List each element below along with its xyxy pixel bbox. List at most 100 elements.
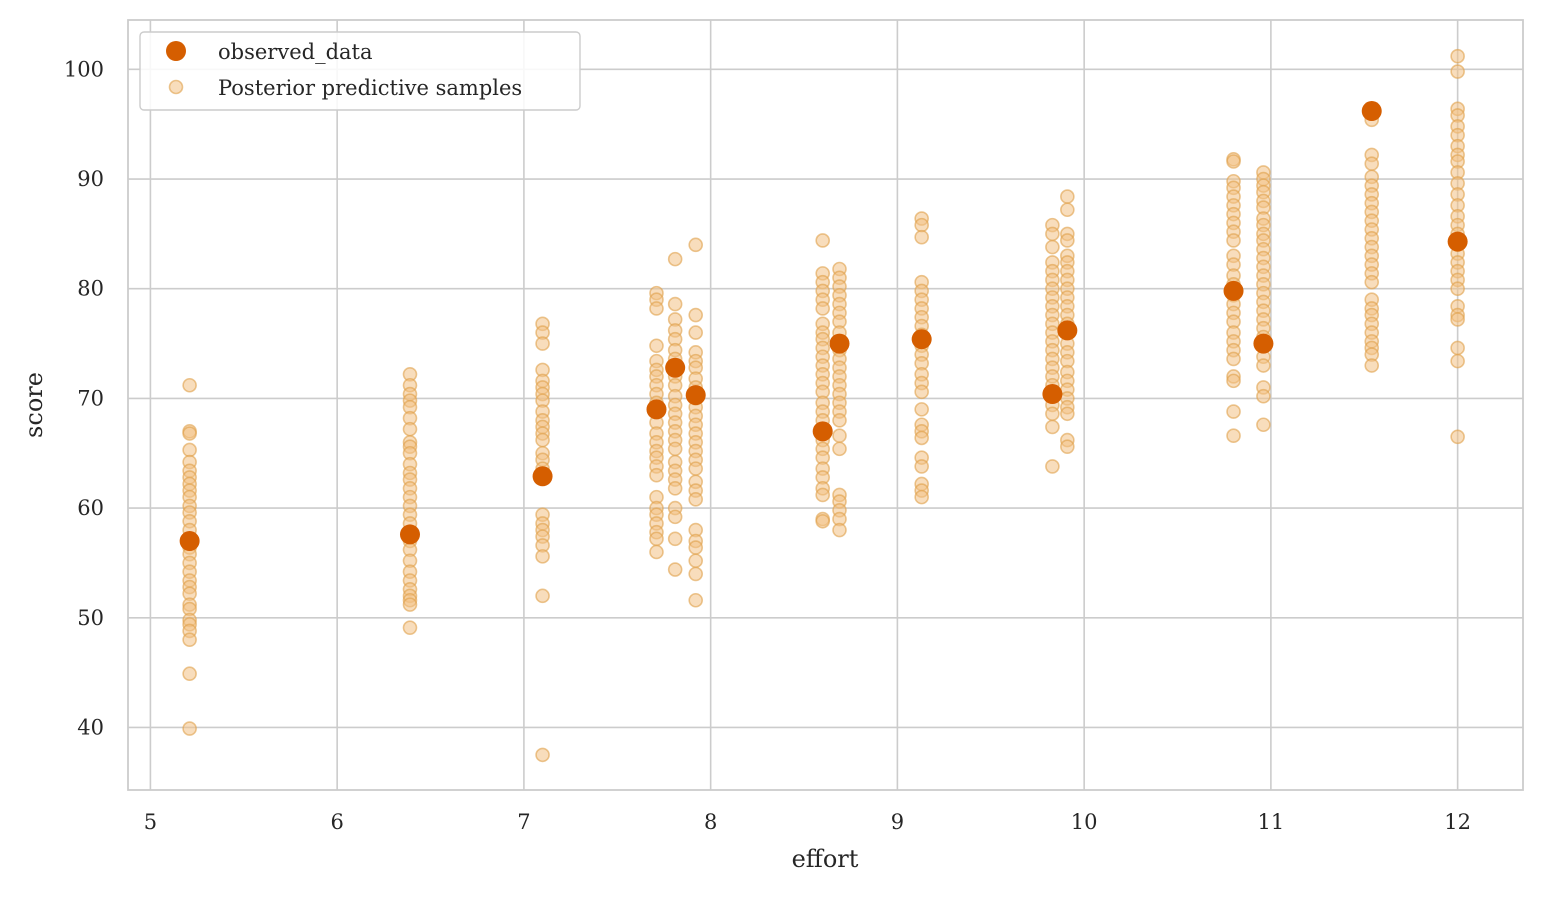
y-tick-label: 70 [77, 386, 104, 410]
observed-point [532, 466, 553, 487]
posterior-predictive-point [1450, 340, 1465, 356]
posterior-predictive-point [688, 553, 704, 569]
x-tick-label: 12 [1444, 810, 1471, 834]
posterior-predictive-point [649, 467, 664, 483]
observed-point [646, 399, 667, 420]
posterior-predictive-point [535, 588, 550, 604]
posterior-predictive-point [649, 301, 664, 316]
posterior-predictive-point [1045, 419, 1060, 435]
posterior-predictive-point [1364, 156, 1380, 171]
posterior-predictive-point [1060, 189, 1075, 204]
x-tick-label: 7 [517, 810, 530, 834]
x-tick-label: 5 [144, 810, 157, 834]
posterior-predictive-point [688, 592, 704, 608]
observed-point [1447, 231, 1468, 252]
posterior-predictive-point [667, 531, 683, 547]
plot-frame [127, 19, 1524, 791]
posterior-predictive-point [914, 402, 929, 417]
posterior-predictive-point [667, 481, 683, 496]
posterior-predictive-point [688, 461, 704, 476]
posterior-predictive-point [1060, 233, 1075, 248]
posterior-predictive-point [1226, 373, 1241, 389]
observed-point [179, 531, 200, 552]
observed-point [829, 333, 850, 354]
y-tick-label: 50 [77, 606, 104, 630]
posterior-predictive-point [832, 441, 847, 457]
posterior-predictive-point [535, 336, 550, 351]
x-tick-label: 9 [891, 810, 904, 834]
posterior-predictive-point [1045, 459, 1060, 474]
posterior-predictive-point [535, 549, 550, 564]
observed-point [1223, 280, 1244, 301]
observed-points [179, 101, 1468, 552]
posterior-predictive-point [1045, 406, 1060, 422]
posterior-predictive-point [667, 562, 683, 577]
posterior-predictive-point [1060, 439, 1075, 454]
posterior-predictive-point [1226, 428, 1241, 444]
posterior-predictive-point [815, 301, 830, 316]
posterior-predictive-point [1450, 64, 1465, 79]
posterior-predictive-point [688, 307, 704, 323]
posterior-predictive-point [914, 430, 929, 446]
posterior-predictive-point [832, 522, 847, 538]
posterior-predictive-point [914, 384, 929, 400]
posterior-predictive-point [1364, 358, 1380, 373]
posterior-predictive-point [815, 233, 830, 248]
legend-box [139, 31, 581, 111]
posterior-predictive-point [1256, 358, 1271, 373]
y-tick-label: 60 [77, 496, 104, 520]
posterior-predictive-point [1450, 429, 1465, 445]
y-tick-labels: 40 50 60 70 80 90 100 [64, 57, 104, 739]
posterior-predictive-point [649, 531, 664, 547]
posterior-predictive-point [402, 597, 418, 612]
posterior-predictive-point [182, 632, 197, 648]
x-tick-labels: 5 6 7 8 9 10 11 12 [144, 810, 1471, 834]
posterior-predictive-point [1450, 353, 1465, 369]
y-tick-label: 40 [77, 715, 104, 739]
y-tick-label: 100 [64, 57, 104, 81]
posterior-predictive-point [182, 666, 197, 682]
legend: observed_data Posterior predictive sampl… [139, 31, 581, 111]
x-tick-label: 6 [330, 810, 343, 834]
x-tick-label: 10 [1071, 810, 1098, 834]
posterior-predictive-point [688, 566, 704, 582]
posterior-predictive-point [1045, 239, 1060, 255]
posterior-predictive-point [402, 421, 418, 437]
y-tick-label: 80 [77, 277, 104, 301]
posterior-predictive-point [1226, 233, 1241, 248]
posterior-predictive-point [688, 492, 704, 507]
posterior-predictive-point [182, 426, 197, 441]
x-tick-label: 8 [704, 810, 717, 834]
legend-predictive-label: Posterior predictive samples [218, 76, 522, 100]
posterior-predictive-point [688, 237, 704, 253]
posterior-predictive-point [535, 747, 550, 763]
posterior-predictive-point [1060, 202, 1075, 218]
posterior-predictive-point [914, 489, 929, 505]
posterior-predictive-point [688, 325, 704, 340]
observed-point [1361, 101, 1382, 122]
posterior-predictive-point [1256, 388, 1271, 404]
observed-point [685, 385, 706, 406]
posterior-predictive-point [815, 487, 830, 503]
posterior-predictive-point [667, 296, 683, 312]
observed-point [1057, 320, 1078, 341]
legend-predictive-marker [168, 79, 184, 95]
posterior-predictive-point [914, 459, 929, 474]
observed-point [399, 524, 420, 545]
posterior-predictive-point [1364, 274, 1380, 290]
observed-point [911, 329, 932, 350]
posterior-predictive-point [182, 442, 197, 458]
posterior-predictive-point [1226, 404, 1241, 419]
posterior-predictive-point [815, 513, 830, 529]
posterior-predictive-point [1226, 154, 1241, 169]
posterior-predictive-point [535, 432, 550, 448]
posterior-predictive-point [649, 338, 664, 354]
x-tick-label: 11 [1258, 810, 1285, 834]
posterior-predictive-point [182, 721, 197, 736]
posterior-predictive-point [1450, 312, 1465, 327]
posterior-predictive-point [832, 413, 847, 428]
posterior-predictive-point [182, 377, 197, 393]
y-axis-label: score [20, 372, 48, 438]
